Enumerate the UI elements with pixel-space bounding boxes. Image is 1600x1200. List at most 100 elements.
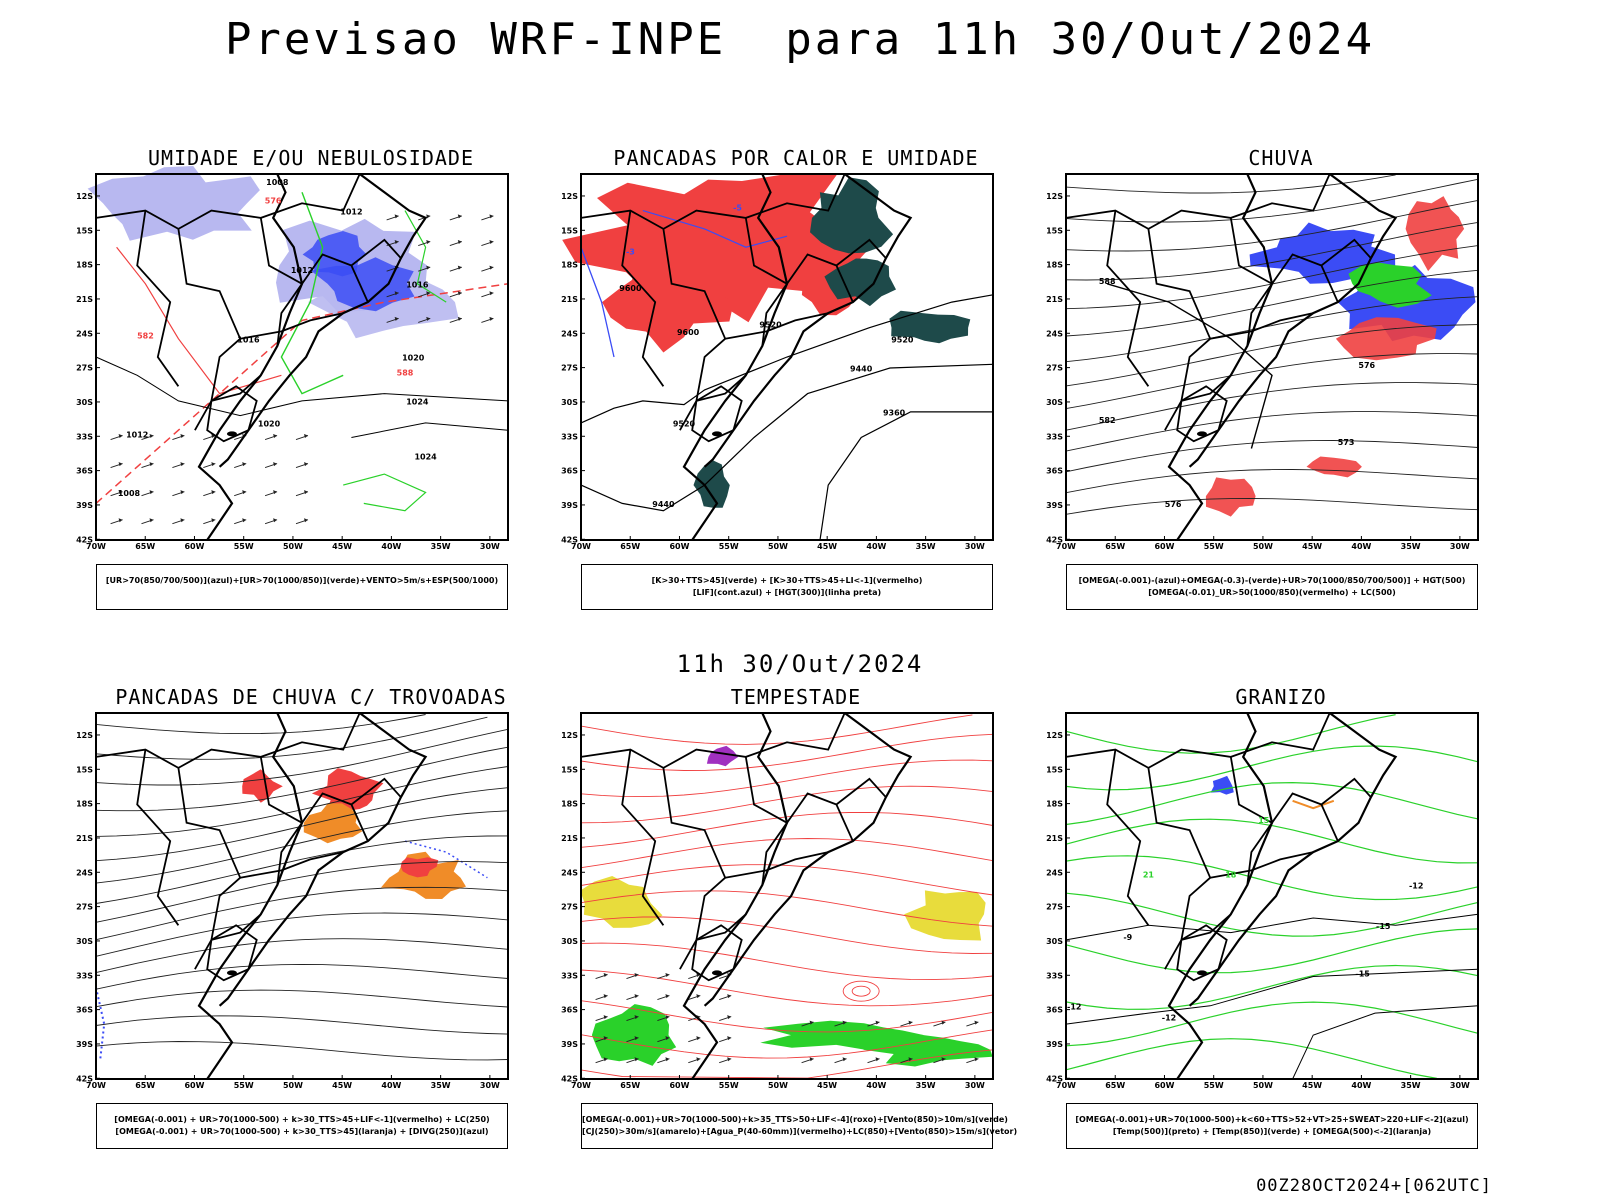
wind-vector: [941, 1020, 946, 1025]
lat-label: 42S: [561, 1074, 578, 1083]
state-border: [1181, 913, 1232, 941]
run-timestamp: 00Z28OCT2024+[062UTC]: [1256, 1176, 1492, 1196]
storm-red-area: [242, 769, 283, 803]
contour-label: 9520: [673, 420, 696, 429]
streamline: [1065, 353, 1479, 410]
streamline: [1065, 296, 1479, 363]
lon-label: 60W: [669, 542, 689, 551]
lon-label: 65W: [620, 1081, 640, 1090]
lon-label: 70W: [1056, 542, 1076, 551]
rain-red-area: [1306, 456, 1362, 478]
wind-vector: [634, 973, 639, 978]
lagoon: [711, 970, 722, 976]
lat-label: 39S: [76, 501, 93, 510]
wind-vector: [603, 1036, 608, 1041]
cyclone-circulation: [851, 985, 871, 997]
map-frame: [580, 173, 994, 541]
state-border: [621, 749, 665, 926]
state-border: [1106, 749, 1150, 926]
wind-vector: [149, 518, 154, 523]
state-border: [136, 749, 180, 926]
mid-title: 11h 30/Out/2024: [676, 650, 924, 678]
lat-label: 15S: [561, 765, 578, 774]
panel-trovoadas: PANCADAS DE CHUVA C/ TROVOADAS 12S 15S 18S…: [76, 685, 526, 1155]
lon-label: 70W: [86, 1081, 106, 1090]
uruguay-border: [206, 924, 258, 982]
coastline-east: [703, 712, 913, 1007]
state-border: [240, 851, 344, 879]
lat-label: 15S: [1046, 226, 1063, 235]
lat-label: 42S: [1046, 535, 1063, 544]
coastline-east: [703, 173, 913, 468]
lc850-streamline: [580, 1049, 994, 1079]
wind-vector: [634, 994, 639, 999]
wind-green-area: [863, 1034, 993, 1067]
lat-label: 36S: [1046, 1006, 1063, 1015]
state-border: [276, 822, 303, 886]
contour-label: 582: [1099, 416, 1116, 425]
panel-legend: [OMEGA(-0.001)-(azul)+OMEGA(-0.3)-(verde…: [1066, 564, 1478, 610]
streamline: [1065, 199, 1479, 252]
contour-label: 9440: [652, 500, 675, 509]
state-border: [696, 374, 747, 402]
temp500-contour: [1065, 968, 1479, 1025]
green-contour: [280, 192, 344, 395]
lon-label: 60W: [184, 542, 204, 551]
lat-label: 24S: [76, 868, 93, 877]
lon-label: 50W: [768, 1081, 788, 1090]
wind-vector: [242, 518, 247, 523]
lon-label: 55W: [234, 542, 254, 551]
lon-label: 65W: [135, 542, 155, 551]
lon-label: 65W: [1105, 1081, 1125, 1090]
lat-label: 33S: [1046, 432, 1063, 441]
wind-vector: [242, 462, 247, 467]
state-border: [1106, 210, 1150, 387]
wind-vector: [180, 518, 185, 523]
lat-label: 21S: [1046, 295, 1063, 304]
streamline: [1065, 382, 1479, 431]
lifted-index: [642, 210, 788, 248]
state-border: [1065, 712, 1331, 769]
map-content: 1008 1012 1012 1016 1016 1020 1024 1024 1020 1012…: [76, 166, 509, 551]
lat-label: 30S: [561, 937, 578, 946]
contour-label: -15: [1355, 970, 1370, 979]
lat-label: 33S: [76, 432, 93, 441]
wind-vector: [489, 265, 494, 270]
wind-vector: [634, 1015, 639, 1020]
panel-legend: [OMEGA(-0.001) + UR>70(1000-500) + k>30_…: [96, 1103, 508, 1149]
lat-label: 36S: [76, 1006, 93, 1015]
lc850-streamline: [580, 916, 994, 954]
state-border: [259, 756, 369, 842]
streamline: [95, 912, 509, 957]
state-border: [761, 283, 788, 347]
contour-label: -12: [1067, 1002, 1081, 1011]
panel-pancadas-calor: PANCADAS POR CALOR E UMIDADE 9600 9600 952…: [561, 146, 1011, 616]
panel-chuva: CHUVA 582 576 576 573 588 12S 15S 18S 21S 24S 27S 3…: [1046, 146, 1496, 616]
hail-blue-area: [1210, 775, 1234, 795]
wind-vector: [489, 214, 494, 219]
wind-vector: [665, 1036, 670, 1041]
map-content: -9 -12 -15 -15 -12 -12 15 18 21 12S 15S 18S 21S 24S 27…: [1046, 712, 1479, 1090]
wind-vector: [394, 291, 399, 296]
lat-label: 33S: [76, 971, 93, 980]
contour-label: -15: [1376, 922, 1391, 931]
wind-vector: [696, 1036, 701, 1041]
temp850-contour: [1065, 855, 1479, 901]
lat-label: 39S: [561, 1040, 578, 1049]
lat-label: 12S: [76, 192, 93, 201]
contour-label: 15: [1258, 816, 1270, 825]
wind-vector: [489, 291, 494, 296]
wind-vector: [426, 316, 431, 321]
temp850-contour: [1065, 1001, 1479, 1047]
streamline: [95, 886, 509, 941]
state-border: [1229, 756, 1339, 842]
state-border: [211, 374, 262, 402]
uruguay-border: [691, 924, 743, 982]
lon-label: 65W: [1105, 542, 1125, 551]
map-background: [1066, 713, 1478, 1079]
lat-label: 27S: [1046, 903, 1063, 912]
streamline: [1065, 324, 1479, 387]
wind-vector: [273, 490, 278, 495]
lon-label: 50W: [283, 542, 303, 551]
state-border: [276, 283, 303, 347]
